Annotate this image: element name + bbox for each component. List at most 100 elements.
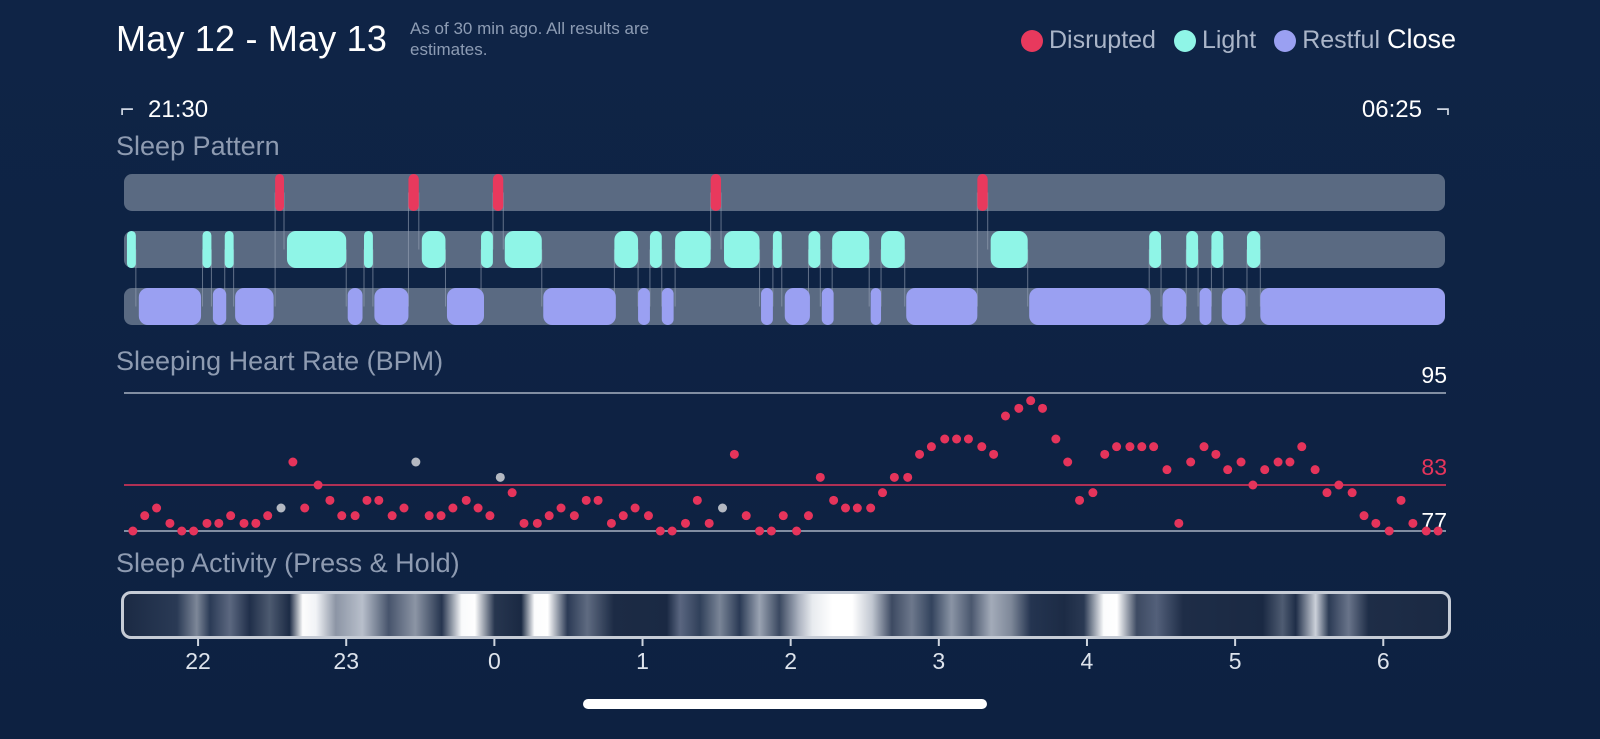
segment-restful (543, 288, 616, 325)
hr-point (1322, 488, 1332, 498)
hr-point (1408, 518, 1418, 528)
segment-light (832, 231, 870, 268)
hr-point (581, 495, 591, 505)
disrupted-dot-icon (1020, 29, 1043, 52)
hr-point (618, 511, 628, 521)
bracket-left-icon: ⌐ (120, 96, 135, 123)
axis-tick-label: 2 (784, 648, 798, 674)
segment-light (772, 231, 782, 268)
hr-point (803, 511, 813, 521)
hr-point (1014, 403, 1024, 413)
axis-tick-label: 4 (1080, 648, 1094, 674)
hr-point (313, 480, 323, 490)
axis-tick-label: 5 (1228, 648, 1242, 674)
hr-point (593, 495, 603, 505)
hr-point (630, 503, 640, 513)
hr-point (755, 526, 765, 536)
hr-point (915, 449, 925, 459)
hr-point (556, 503, 566, 513)
home-indicator[interactable] (583, 699, 987, 709)
close-button[interactable]: Close (1386, 24, 1456, 54)
hr-point (1248, 480, 1258, 490)
hr-point (1421, 526, 1431, 536)
axis-tick-label: 0 (487, 648, 501, 674)
header-title: May 12 - May 13 (116, 18, 388, 59)
segment-light (724, 231, 760, 268)
hr-point (165, 518, 175, 528)
segment-disrupted (492, 174, 504, 211)
hr-point (729, 449, 739, 459)
hr-point (1199, 442, 1209, 452)
hr-point (1223, 465, 1233, 475)
restful-dot-icon (1274, 29, 1297, 52)
hr-point (152, 503, 162, 513)
hr-point (544, 511, 554, 521)
hr-point (189, 526, 199, 536)
hr-point (1051, 434, 1061, 444)
hr-point (1384, 526, 1394, 536)
hr-point (903, 472, 913, 482)
hr-point (655, 526, 665, 536)
segment-restful (761, 288, 773, 325)
segment-light (481, 231, 493, 268)
hr-point (778, 511, 788, 521)
segment-disrupted (275, 174, 285, 211)
hr-point (473, 503, 483, 513)
hr-point (411, 457, 421, 467)
hr-point (507, 488, 517, 498)
hr-point (815, 472, 825, 482)
hr-point (1273, 457, 1283, 467)
timeline-end-label: 06:25 (1361, 96, 1422, 123)
segment-restful (1162, 288, 1187, 325)
hr-point (532, 518, 542, 528)
segment-light (1211, 231, 1224, 268)
hr-point (350, 511, 360, 521)
hr-point (643, 511, 653, 521)
hr-point (741, 511, 751, 521)
hr-point (989, 449, 999, 459)
hr-point (325, 495, 335, 505)
segment-restful (1221, 288, 1246, 325)
hr-point (1359, 511, 1369, 521)
legend: Disrupted Light Restful (1020, 26, 1380, 55)
segment-light (990, 231, 1028, 268)
hr-point (1100, 449, 1110, 459)
hr-point (1433, 526, 1443, 536)
bracket-right-icon: ¬ (1435, 96, 1450, 123)
hr-point (1162, 465, 1172, 475)
hr-point (569, 511, 579, 521)
segment-restful (784, 288, 810, 325)
hr-point (766, 526, 776, 536)
segment-restful (906, 288, 978, 325)
hr-point (1297, 442, 1307, 452)
hr-point (374, 495, 384, 505)
segment-disrupted (710, 174, 722, 211)
hr-point (519, 518, 529, 528)
hr-point (226, 511, 236, 521)
hr-point (1334, 480, 1344, 490)
hr-point (1026, 396, 1036, 406)
hr-point (792, 526, 802, 536)
hr-point (1211, 449, 1221, 459)
hr-point (940, 434, 950, 444)
timeline-start-label: 21:30 (148, 96, 209, 123)
hr-point (1236, 457, 1246, 467)
segment-light (364, 231, 373, 268)
sleep-activity-bar[interactable] (121, 591, 1451, 639)
hr-point (239, 518, 249, 528)
segment-light (1149, 231, 1162, 268)
segment-light (675, 231, 711, 268)
timeline-end: 06:25 ¬ (1362, 96, 1450, 124)
hr-point (977, 442, 987, 452)
segment-restful (138, 288, 202, 325)
hr-point (1186, 457, 1196, 467)
hr-point (889, 472, 899, 482)
segment-light (224, 231, 234, 268)
segment-restful (661, 288, 674, 325)
segment-restful (1029, 288, 1151, 325)
hr-point (448, 503, 458, 513)
hr-point (424, 511, 434, 521)
legend-label: Light (1201, 26, 1257, 54)
sleep-activity-title: Sleep Activity (Press & Hold) (116, 548, 460, 578)
